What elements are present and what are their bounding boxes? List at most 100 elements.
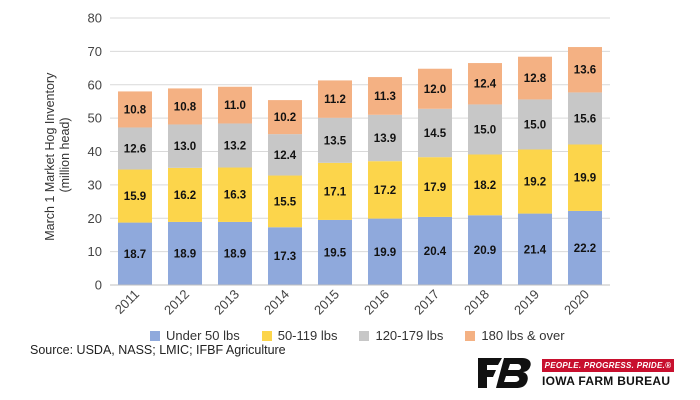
y-tick-label: 30	[88, 177, 102, 192]
bar-segment	[568, 210, 602, 285]
x-tick-label: 2011	[112, 287, 142, 317]
bars	[118, 47, 602, 285]
data-label: 15.0	[524, 119, 546, 131]
data-label: 22.2	[574, 243, 596, 255]
data-label: 17.1	[324, 186, 347, 198]
data-label: 13.5	[324, 135, 347, 147]
bar-segment	[318, 117, 352, 163]
bar-segment	[568, 92, 602, 145]
data-label: 14.5	[424, 128, 447, 140]
bar-segment	[118, 91, 152, 128]
legend-swatch-120-179	[359, 330, 370, 341]
y-tick-label: 10	[88, 244, 102, 259]
x-tick-label: 2019	[511, 287, 542, 318]
bar-segment	[268, 227, 302, 285]
legend-swatch-180-over	[465, 330, 476, 341]
bar-segment	[468, 63, 502, 105]
legend-item-180-over: 180 lbs & over	[465, 328, 565, 343]
bar-segment	[118, 127, 152, 170]
bar-segment	[568, 47, 602, 93]
x-tick-label: 2014	[261, 287, 292, 318]
data-label: 15.9	[124, 191, 146, 203]
bar-segment	[218, 167, 252, 222]
data-label: 17.2	[374, 185, 396, 197]
data-label: 13.0	[174, 141, 196, 153]
data-label: 20.9	[474, 245, 496, 257]
bar-segment	[118, 169, 152, 223]
bar-segment	[518, 99, 552, 150]
bar-segment	[268, 175, 302, 228]
data-label: 17.3	[274, 251, 296, 263]
bar-segment	[368, 77, 402, 115]
x-tick-label: 2017	[411, 287, 442, 318]
legend-item-50-119: 50-119 lbs	[261, 328, 338, 343]
y-axis-title-line-1: March 1 Market Hog Inventory	[43, 72, 57, 241]
y-tick-label: 40	[88, 144, 102, 159]
bar-segment	[168, 88, 202, 125]
data-label: 12.0	[424, 84, 446, 96]
bar-segment	[368, 161, 402, 219]
source-note: Source: USDA, NASS; LMIC; IFBF Agricultu…	[30, 343, 286, 357]
bar-segment	[268, 100, 302, 135]
data-label: 12.4	[274, 150, 297, 162]
bar-segment	[368, 114, 402, 162]
data-label: 18.2	[474, 180, 496, 192]
data-label: 13.9	[374, 133, 396, 145]
x-tick-label: 2015	[311, 287, 342, 318]
tagline-banner: PEOPLE. PROGRESS. PRIDE.®	[542, 359, 674, 372]
data-label: 21.4	[524, 244, 547, 256]
x-tick-label: 2020	[561, 287, 592, 318]
farm-bureau-logo-icon	[476, 356, 534, 390]
bar-segment	[218, 86, 252, 124]
bar-segment	[518, 56, 552, 100]
legend-label-120-179: 120-179 lbs	[375, 328, 444, 343]
data-label: 11.3	[374, 91, 396, 103]
y-axis-title-line-2: (million head)	[58, 117, 72, 192]
x-tick-label: 2013	[211, 287, 242, 318]
data-label: 15.0	[474, 124, 496, 136]
data-label: 15.6	[574, 113, 596, 125]
legend-label-50-119: 50-119 lbs	[277, 328, 338, 343]
data-label: 18.7	[124, 249, 146, 261]
data-label: 17.9	[424, 182, 446, 194]
bar-segment	[468, 215, 502, 285]
y-tick-label: 80	[88, 11, 102, 26]
data-label: 19.9	[574, 173, 596, 185]
y-tick-label: 60	[88, 77, 102, 92]
y-tick-label: 70	[88, 44, 102, 59]
data-label: 10.8	[124, 104, 147, 116]
bar-segment	[168, 221, 202, 285]
bar-segment	[318, 219, 352, 285]
data-label: 18.9	[224, 248, 246, 260]
bar-segment	[368, 218, 402, 285]
bar-segment	[268, 134, 302, 176]
data-labels: 18.7 15.9 12.6 10.8 18.9 16.2 13.0 10.8 18.9 16.3…	[124, 65, 596, 263]
bar-segment	[168, 124, 202, 168]
bar-segment	[218, 123, 252, 168]
data-label: 12.6	[124, 143, 146, 155]
y-axis-title: March 1 Market Hog Inventory (million he…	[43, 69, 72, 241]
data-label: 10.8	[174, 101, 197, 113]
bar-segment	[468, 154, 502, 216]
bar-segment	[518, 213, 552, 285]
data-label: 13.6	[574, 65, 596, 77]
bar-segment	[418, 68, 452, 109]
data-label: 15.5	[274, 196, 297, 208]
data-label: 11.2	[324, 94, 346, 106]
bar-segment	[418, 157, 452, 217]
data-label: 19.9	[374, 247, 396, 259]
org-name: IOWA FARM BUREAU	[542, 374, 671, 388]
data-label: 20.4	[424, 246, 447, 258]
x-tick-label: 2012	[161, 287, 192, 318]
data-label: 19.5	[324, 247, 347, 259]
bar-segment	[518, 149, 552, 214]
legend-label-under-50: Under 50 lbs	[166, 328, 240, 343]
bar-segment	[168, 167, 202, 222]
y-tick-label: 0	[95, 278, 102, 293]
bar-segment	[568, 144, 602, 211]
x-tick-label: 2016	[361, 287, 392, 318]
legend-swatch-under-50	[150, 330, 160, 341]
data-label: 16.3	[224, 190, 246, 202]
bar-segment	[318, 80, 352, 118]
data-label: 12.8	[524, 73, 547, 85]
